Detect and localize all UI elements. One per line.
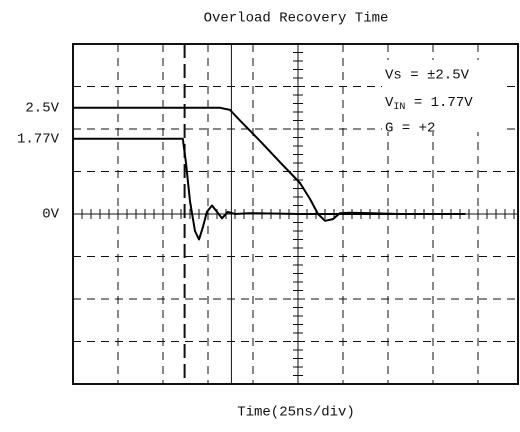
y-tick-label: 2.5V <box>25 100 59 116</box>
annotation-bg <box>382 60 502 132</box>
y-tick-label: 0V <box>42 207 59 223</box>
annotation-part: V <box>385 95 394 111</box>
x-axis-label: Time(25ns/div) <box>237 405 355 421</box>
annotation-part: = 1.77V <box>405 95 473 111</box>
y-tick-label: 1.77V <box>17 131 60 147</box>
annotation: G = +2 <box>385 121 435 137</box>
trace <box>73 106 465 222</box>
chart-title: Overload Recovery Time <box>204 11 389 27</box>
trace <box>73 137 466 241</box>
annotation: VIN = 1.77V <box>385 95 473 113</box>
annotation: Vs = ±2.5V <box>385 68 470 84</box>
plot-frame <box>72 43 519 385</box>
annotation-part: IN <box>393 102 405 113</box>
